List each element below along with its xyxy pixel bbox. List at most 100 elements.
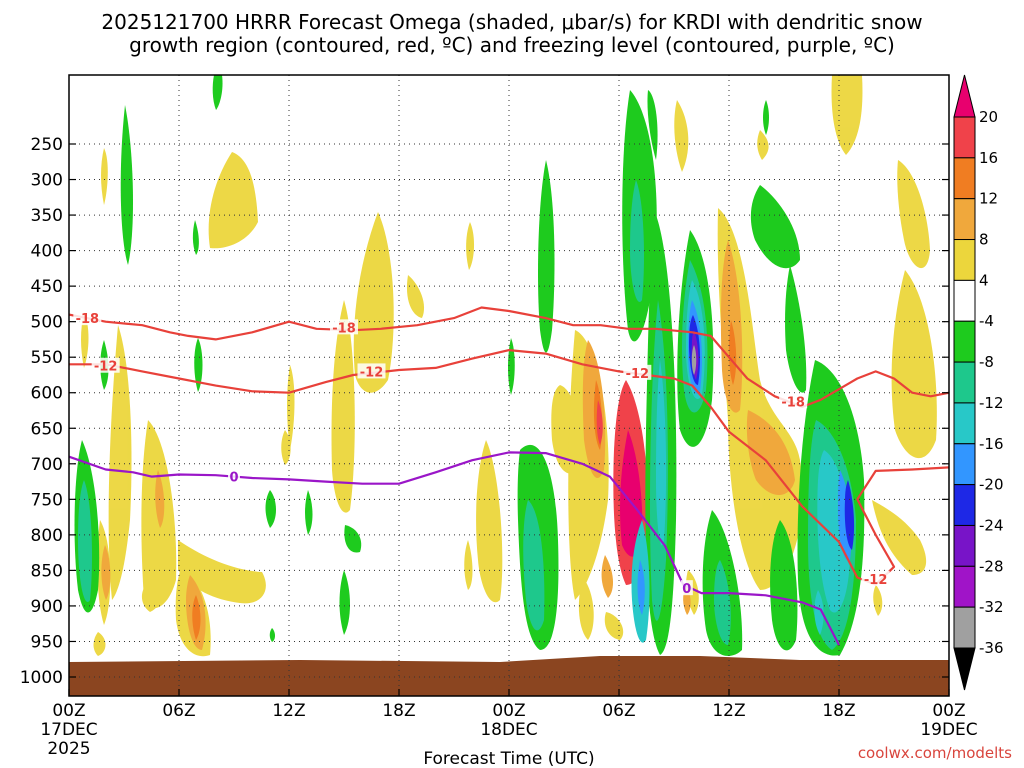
colorbar-swatch: [953, 198, 976, 241]
colorbar-swatch: [953, 239, 976, 281]
omega-region: [538, 160, 555, 353]
colorbar-swatch: [953, 402, 976, 445]
omega-region: [873, 585, 883, 616]
omega-region: [81, 312, 89, 368]
omega-region: [406, 275, 425, 318]
omega-region: [757, 130, 769, 160]
omega-region: [476, 440, 503, 603]
y-tick-label: 400: [31, 242, 63, 262]
colorbar-swatch: [953, 157, 976, 200]
y-tick-label: 750: [31, 490, 63, 510]
colorbar-swatch: [953, 361, 976, 404]
colorbar-swatch: [953, 606, 976, 649]
omega-region: [647, 90, 658, 160]
colorbar-label: -28: [979, 557, 1004, 575]
omega-region: [596, 400, 603, 445]
y-tick-label: 650: [31, 419, 63, 439]
colorbar-label: 16: [979, 149, 998, 167]
colorbar-label: -4: [979, 312, 994, 330]
y-tick-label: 900: [31, 597, 63, 617]
omega-region: [656, 360, 667, 546]
omega-region: [674, 100, 689, 172]
omega-region: [178, 540, 266, 604]
contour-label-bg: [91, 357, 120, 373]
colorbar-label: 4: [979, 271, 989, 289]
y-tick-label: 250: [31, 135, 63, 155]
omega-region: [305, 490, 313, 535]
omega-region: [891, 270, 937, 459]
omega-region: [120, 105, 134, 265]
omega-region: [630, 180, 644, 302]
omega-region: [578, 578, 594, 640]
colorbar-swatch: [953, 320, 976, 363]
x-tick-year: 2025: [47, 739, 90, 759]
contour-labels: -18 -18 -18 -12 -12 -12 -12 0 0: [73, 310, 890, 597]
omega-region: [331, 300, 355, 513]
x-tick-label: 12Z: [272, 701, 305, 721]
x-tick-date: 18DEC: [480, 720, 537, 740]
chart-title-line2: growth region (contoured, red, ºC) and f…: [129, 33, 895, 57]
colorbar: 20 16 12 8 4 -4 -8 -12 -16 -20 -24 -28 -32 -36: [953, 74, 1004, 691]
contour-label: 0: [682, 582, 691, 597]
omega-region: [281, 430, 291, 465]
x-tick-label: 00Z: [52, 701, 85, 721]
y-tick-label: 600: [31, 384, 63, 404]
x-axis-label: Forecast Time (UTC): [423, 749, 594, 768]
omega-region: [78, 480, 92, 602]
omega-region: [466, 222, 475, 270]
contour-label-bg: [228, 468, 240, 484]
y-tick-label: 800: [31, 526, 63, 546]
contour-label: -12: [626, 367, 650, 382]
omega-region: [93, 632, 106, 656]
chart-title-line1: 2025121700 HRRR Forecast Omega (shaded, …: [101, 10, 922, 34]
colorbar-swatch: [953, 647, 976, 691]
colorbar-swatch: [953, 116, 976, 159]
omega-region: [897, 160, 930, 269]
x-tick-label: 06Z: [162, 701, 195, 721]
colorbar-swatch: [953, 565, 976, 608]
y-tick-label: 450: [31, 277, 63, 297]
omega-region: [728, 320, 737, 385]
colorbar-label: -16: [979, 435, 1004, 453]
contour-label: -18: [781, 395, 805, 410]
omega-region: [108, 325, 132, 600]
colorbar-label: -24: [979, 516, 1004, 534]
contour-label-bg: [330, 319, 358, 335]
y-tick-label: 350: [31, 206, 63, 226]
x-tick-label: 12Z: [712, 701, 745, 721]
omega-region: [265, 490, 276, 528]
contour-label: 0: [229, 471, 238, 486]
contour-label-bg: [861, 570, 890, 586]
contour-label-bg: [680, 580, 693, 596]
omega-region: [101, 148, 108, 205]
contour-label: -12: [864, 573, 888, 588]
colorbar-label: -12: [979, 394, 1004, 412]
y-tick-label: 850: [31, 561, 63, 581]
omega-region: [269, 628, 275, 642]
omega-region: [763, 100, 769, 135]
omega-region: [508, 338, 515, 395]
contour-label-bg: [623, 364, 652, 380]
omega-region: [691, 345, 697, 375]
colorbar-swatch: [953, 484, 976, 526]
colorbar-label: 20: [979, 108, 998, 126]
colorbar-label: 12: [979, 190, 998, 208]
omega-region: [287, 365, 295, 450]
omega-region: [746, 410, 795, 495]
contour-freezing: [69, 451, 840, 646]
colorbar-swatch: [953, 524, 976, 567]
omega-region: [714, 560, 731, 645]
contour-dgz: [69, 306, 949, 408]
omega-region: [637, 560, 645, 615]
colorbar-swatch: [953, 74, 976, 118]
omega-region: [814, 590, 824, 635]
colorbar-label: 8: [979, 231, 989, 249]
x-tick-label: 00Z: [932, 701, 965, 721]
contour-label: -18: [76, 312, 100, 327]
x-tick-label: 18Z: [382, 701, 415, 721]
contour-label-bg: [73, 310, 102, 326]
omega-region: [212, 75, 223, 110]
omega-region: [344, 525, 362, 553]
